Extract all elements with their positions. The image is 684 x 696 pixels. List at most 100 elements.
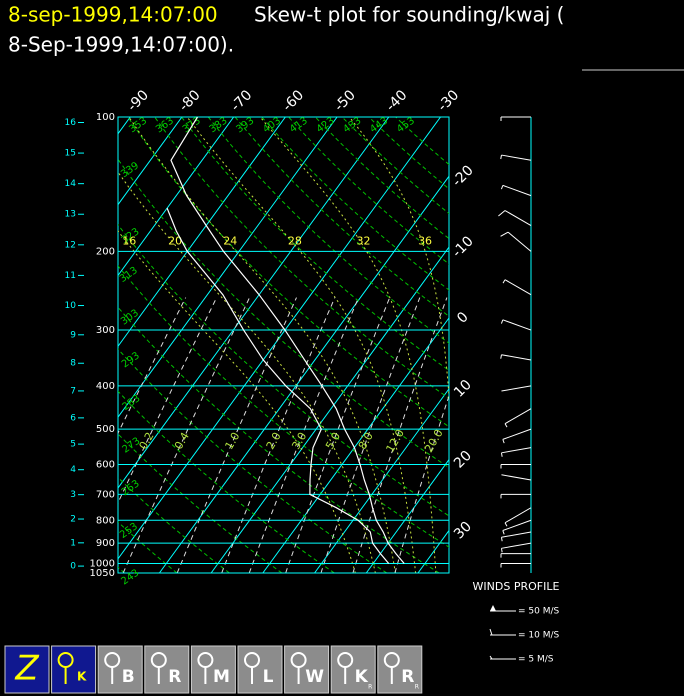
isotherm [118,117,390,489]
barb-shaft [502,319,532,331]
wind-legend-label: = 50 M/S [518,607,560,617]
button-label: L [263,667,274,687]
dry-adiabat-label: 283 [121,393,143,413]
button-face [144,645,190,694]
temperature-label: -10 [449,233,476,260]
height-label: 4 [70,465,76,475]
pressure-label: 300 [96,325,115,336]
wind-barb [500,493,531,499]
barb-shaft [501,474,532,481]
barb-shaft [504,210,532,226]
wind-barb [500,231,532,252]
pressure-label: 800 [96,515,115,526]
dry-adiabat [118,476,230,573]
temperature-line [170,116,405,564]
temperature-label: 0 [454,309,472,327]
height-label: 7 [70,386,76,396]
pressure-label: 500 [96,424,115,435]
dry-adiabat [341,117,449,215]
barb-shaft [502,428,532,440]
height-label: 1 [70,538,76,548]
toolbar-button[interactable]: B [97,645,143,694]
button-face [330,645,376,694]
dry-adiabat [154,117,449,399]
height-label: 6 [70,413,76,423]
toolbar-button[interactable]: R [144,645,190,694]
wind-barb [501,474,532,481]
wind-barb [502,519,532,535]
toolbar-button[interactable]: Z [4,645,50,694]
button-face [190,645,236,694]
height-label: 12 [65,240,76,250]
barb [502,439,505,444]
toolbar-button[interactable]: W [284,645,330,694]
button-label: B [122,667,135,687]
mixing-ratio-line [118,297,187,435]
mixing-ratio-label: 0.4 [172,430,192,452]
height-label: 2 [70,515,76,525]
height-label: 9 [70,330,76,340]
button-label: R [401,667,414,687]
toolbar-button[interactable]: M [190,645,236,694]
legend-barb [489,655,493,660]
wind-barb [500,542,532,553]
moist-adiabat-label: 20 [168,235,182,248]
dry-adiabat-label: 443 [368,115,390,135]
dry-adiabat-label: 393 [234,115,256,135]
dry-adiabat [118,223,449,517]
isotherm [118,117,235,277]
isotherm [118,117,338,418]
barb [500,537,503,542]
barb [504,423,508,428]
temperature-label: -80 [176,87,203,114]
mixing-ratio-line [394,394,449,573]
mixing-ratio-label: 2.0 [264,430,284,452]
dry-adiabat-label: 383 [208,115,230,135]
barb-shaft [502,519,532,531]
barb [498,210,506,217]
wind-barb [500,531,532,542]
wind-barb [500,116,531,121]
pressure-label: 200 [96,246,115,257]
dry-adiabat [288,117,449,265]
pressure-label: 700 [96,489,115,500]
button-subscript: R [415,684,419,691]
button-face [4,645,50,694]
mixing-ratio-line [122,297,250,573]
dry-adiabat [234,117,449,317]
dry-adiabat [207,117,449,344]
mixing-ratio-line [285,297,391,573]
button-face [237,645,283,694]
barb [500,354,502,359]
barb-shaft [501,447,532,454]
barb-shaft [501,354,532,361]
toolbar-button[interactable]: K [51,645,97,694]
mixing-ratio-line [352,297,448,573]
barb-shaft [507,231,532,252]
mixing-ratio-label: 3.0 [289,430,309,452]
moist-adiabat-label: 36 [418,235,432,248]
barb-shaft [504,279,532,296]
mixing-ratio-line [248,297,359,573]
temperature-label: -60 [280,87,307,114]
wind-barb [500,553,531,558]
wind-barb [500,354,532,361]
button-label: K [355,667,369,687]
temperature-label: -40 [383,87,410,114]
button-label: R [168,667,181,687]
dry-adiabat [181,117,449,371]
toolbar-button[interactable]: L [237,645,283,694]
barb-shaft [504,408,532,425]
button-label: M [213,667,230,687]
isotherm [118,117,183,206]
dry-adiabat [118,390,335,573]
mixing-ratio-line [221,297,336,573]
barb [500,319,504,324]
height-label: 16 [65,118,77,128]
mixing-ratio-label: 5.0 [323,430,343,452]
barb [502,279,506,284]
isotherm [365,458,449,573]
isotherm [118,117,441,560]
